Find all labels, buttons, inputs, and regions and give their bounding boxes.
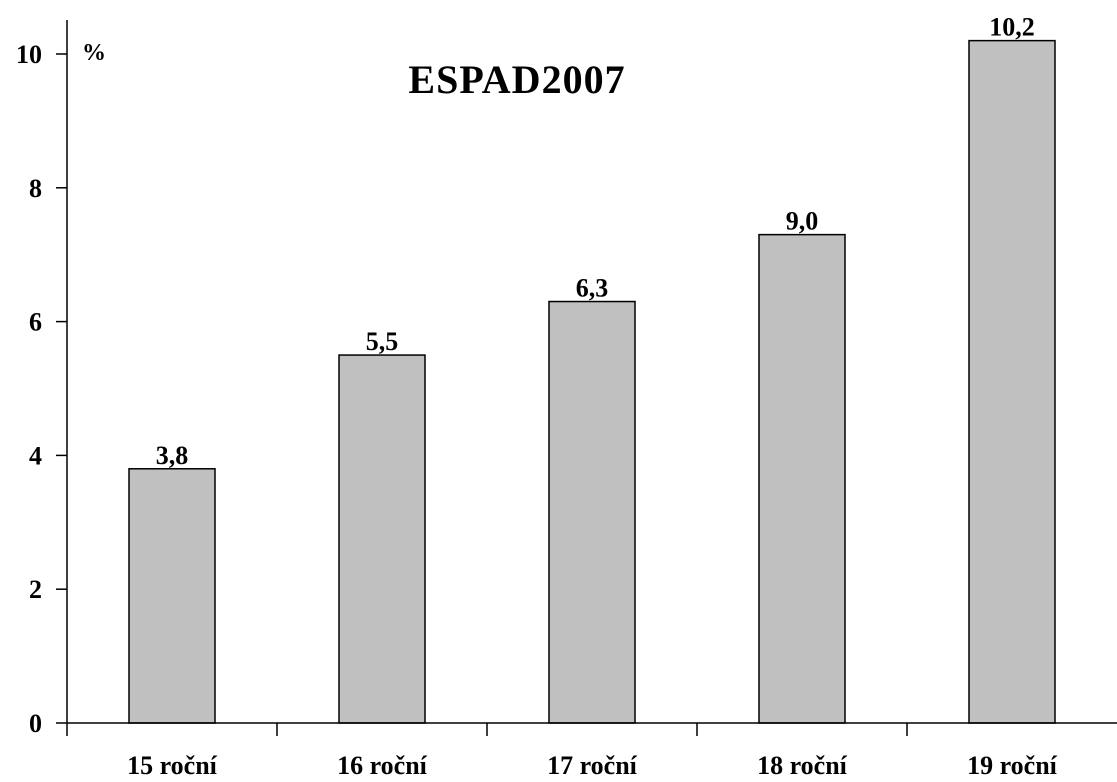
data-label: 6,3 xyxy=(576,274,609,303)
data-label: 5,5 xyxy=(366,327,399,356)
bars-group xyxy=(128,39,1056,724)
x-category-label: 15 roční xyxy=(127,751,218,780)
x-category-label: 18 roční xyxy=(757,751,848,780)
bar xyxy=(338,354,426,724)
y-tick-label: 2 xyxy=(29,575,42,604)
y-tick-label: 10 xyxy=(16,40,42,69)
x-category-label: 19 roční xyxy=(967,751,1058,780)
data-label: 10,2 xyxy=(989,13,1035,42)
axes-group xyxy=(56,20,1117,736)
y-axis-unit-label: % xyxy=(82,40,106,66)
data-label: 3,8 xyxy=(156,441,189,470)
chart-title: ESPAD2007 xyxy=(408,57,625,102)
y-tick-label: 6 xyxy=(29,308,42,337)
x-category-label: 16 roční xyxy=(337,751,428,780)
bar xyxy=(128,468,216,724)
bar xyxy=(758,233,846,724)
labels-group: 0 2 4 6 8 10 3,8 15 roční 5,5 16 roční 6,3 17 roční… xyxy=(16,13,1058,780)
y-tick-label: 4 xyxy=(29,441,42,470)
bar xyxy=(548,300,636,724)
bar xyxy=(968,39,1056,724)
y-tick-label: 8 xyxy=(29,174,42,203)
x-category-label: 17 roční xyxy=(547,751,638,780)
y-tick-label: 0 xyxy=(29,709,42,738)
data-label: 9,0 xyxy=(786,207,819,236)
